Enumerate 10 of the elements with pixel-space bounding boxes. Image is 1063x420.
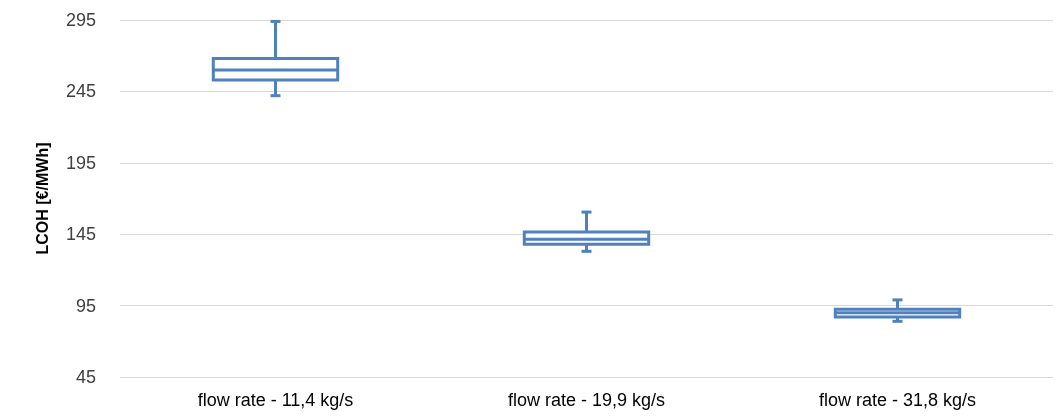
y-tick-label: 145 [65, 224, 96, 245]
x-tick-label: flow rate - 31,8 kg/s [818, 390, 977, 410]
x-tick-label: flow rate - 11,4 kg/s [197, 390, 354, 410]
y-tick-label: 95 [75, 295, 96, 316]
y-tick-label: 245 [65, 81, 96, 102]
y-tick-label: 195 [65, 152, 96, 173]
x-tick-label: flow rate - 19,9 kg/s [507, 390, 666, 410]
y-tick-label: 45 [75, 367, 96, 387]
y-tick-label: 295 [65, 10, 96, 30]
y-axis-title: LCOH [€/MWh] [33, 142, 51, 255]
